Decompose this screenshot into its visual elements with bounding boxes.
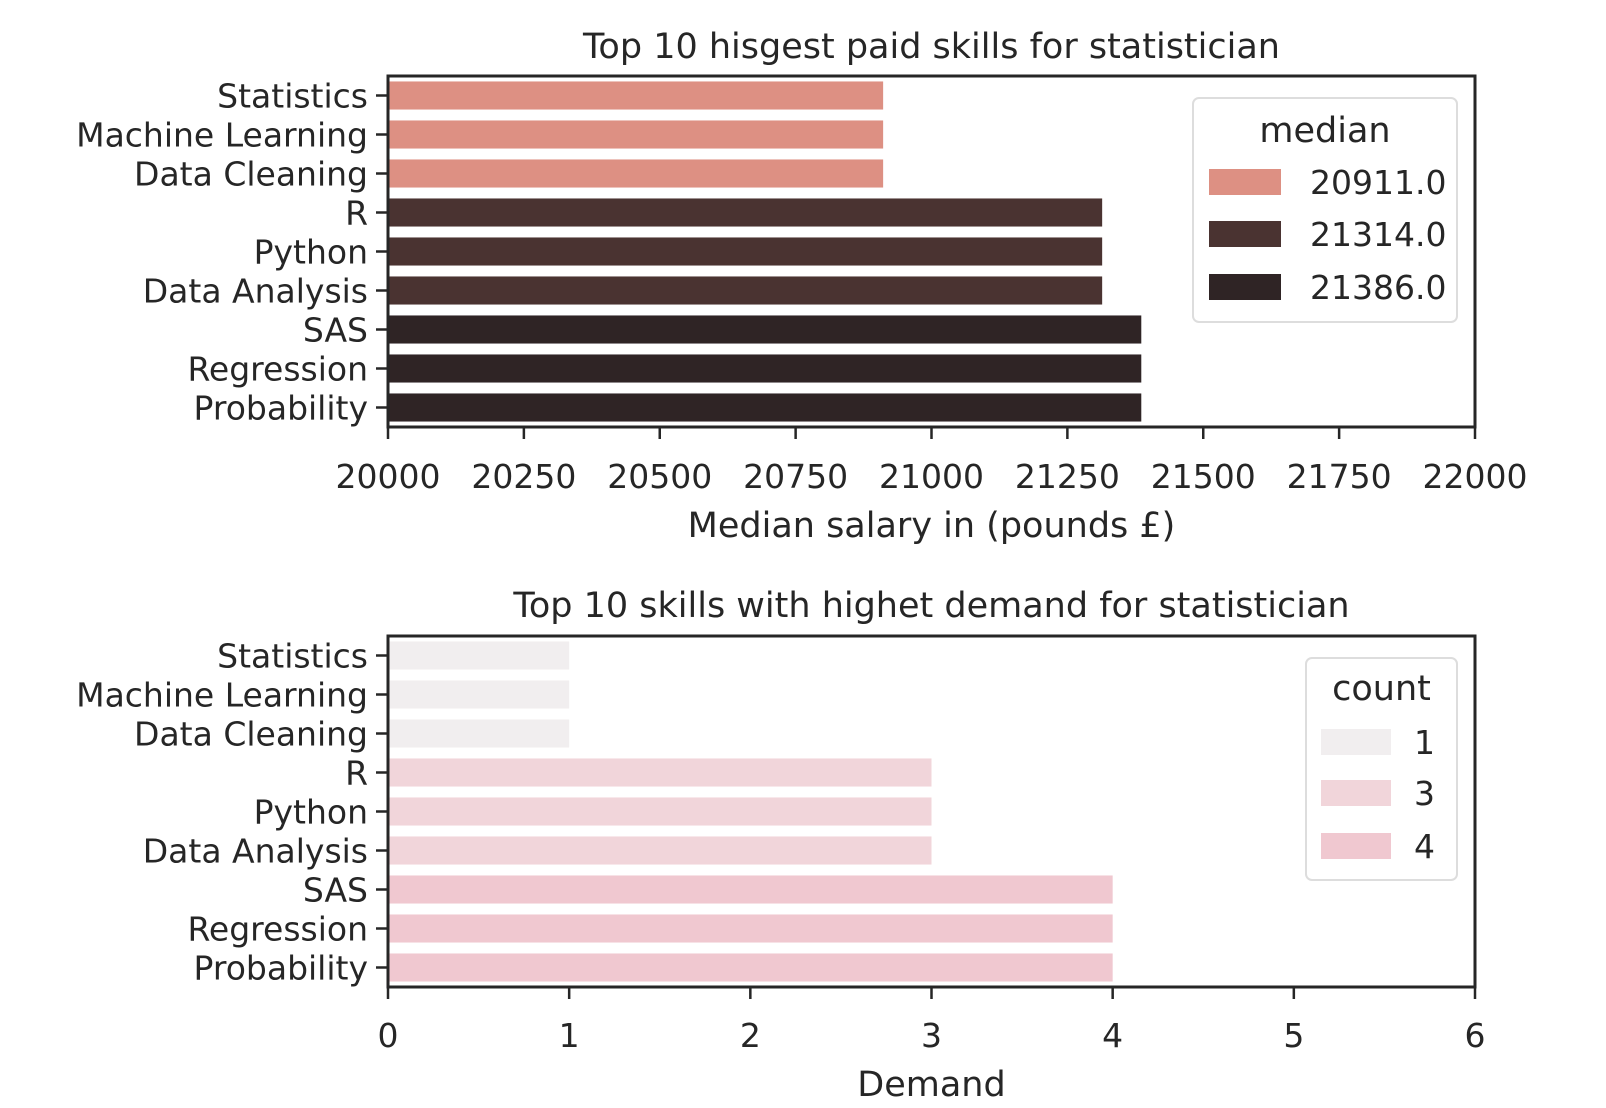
y-tick-label: Machine Learning xyxy=(76,676,368,715)
bar-r xyxy=(389,198,1103,227)
x-tick-label: 20250 xyxy=(471,457,576,496)
legend-entry-label: 3 xyxy=(1414,774,1435,813)
bar-sas xyxy=(389,875,1113,904)
y-tick-label: Probability xyxy=(194,389,368,428)
x-tick-label: 2 xyxy=(740,1016,761,1055)
y-tick-label: Data Analysis xyxy=(143,832,368,871)
legend-swatch xyxy=(1209,221,1281,247)
x-tick-label: 0 xyxy=(378,1016,399,1055)
bar-machine-learning xyxy=(389,120,884,149)
legend-box xyxy=(1305,657,1458,881)
y-tick-label: Regression xyxy=(187,910,368,949)
y-tick-label: Probability xyxy=(194,949,368,988)
x-tick-label: 20750 xyxy=(743,457,848,496)
legend-swatch xyxy=(1209,169,1281,195)
bar-probability xyxy=(389,953,1113,982)
y-tick-label: Data Analysis xyxy=(143,272,368,311)
legend-swatch xyxy=(1321,780,1391,806)
x-tick-label: 22000 xyxy=(1423,457,1528,496)
legend: count 1 3 4 xyxy=(1305,657,1458,881)
y-tick-label: Data Cleaning xyxy=(134,155,368,194)
bar-python xyxy=(389,237,1103,266)
bar-data-cleaning xyxy=(389,159,884,188)
y-tick-label: Data Cleaning xyxy=(134,715,368,754)
x-tick-label: 21000 xyxy=(879,457,984,496)
legend-entry-label: 1 xyxy=(1414,723,1435,762)
bar-data-analysis xyxy=(389,836,932,865)
chart-1: Top 10 hisgest paid skills for statistic… xyxy=(76,27,1527,546)
chart-title: Top 10 skills with highet demand for sta… xyxy=(512,586,1349,626)
y-tick-label: SAS xyxy=(303,311,368,350)
legend-swatch xyxy=(1321,833,1391,859)
legend-swatch xyxy=(1321,729,1391,755)
x-tick-label: 21250 xyxy=(1015,457,1120,496)
x-tick-label: 20000 xyxy=(336,457,441,496)
bar-data-cleaning xyxy=(389,719,570,748)
x-tick-label: 5 xyxy=(1283,1016,1304,1055)
chart-2: Top 10 skills with highet demand for sta… xyxy=(76,586,1485,1105)
legend: median 20911.0 21314.0 21386.0 xyxy=(1192,97,1458,323)
bar-statistics xyxy=(389,81,884,110)
bar-data-analysis xyxy=(389,276,1103,305)
bar-r xyxy=(389,758,932,787)
x-axis-label: Demand xyxy=(857,1065,1005,1105)
bar-statistics xyxy=(389,641,570,670)
y-tick-label: R xyxy=(345,194,368,233)
y-tick-label: R xyxy=(345,754,368,793)
legend-title: median xyxy=(1259,111,1390,151)
y-tick-label: Statistics xyxy=(217,637,368,676)
legend-entry-label: 20911.0 xyxy=(1310,163,1446,202)
x-tick-label: 1 xyxy=(559,1016,580,1055)
x-tick-label: 21750 xyxy=(1287,457,1392,496)
y-tick-label: Python xyxy=(254,233,368,272)
y-tick-label: Regression xyxy=(187,350,368,389)
legend-swatch xyxy=(1209,274,1281,300)
legend-box xyxy=(1192,97,1458,323)
x-tick-label: 6 xyxy=(1465,1016,1486,1055)
y-tick-label: SAS xyxy=(303,871,368,910)
y-tick-label: Statistics xyxy=(217,77,368,116)
bar-sas xyxy=(389,315,1142,344)
legend-entry-label: 4 xyxy=(1414,827,1435,866)
bar-regression xyxy=(389,354,1142,383)
legend-title: count xyxy=(1332,669,1431,709)
x-tick-label: 20500 xyxy=(607,457,712,496)
x-axis-label: Median salary in (pounds £) xyxy=(688,506,1176,546)
x-tick-label: 3 xyxy=(921,1016,942,1055)
x-tick-label: 4 xyxy=(1102,1016,1123,1055)
bar-python xyxy=(389,797,932,826)
bar-regression xyxy=(389,914,1113,943)
legend-entry-label: 21314.0 xyxy=(1310,215,1446,254)
legend-entry-label: 21386.0 xyxy=(1310,268,1446,307)
bar-machine-learning xyxy=(389,680,570,709)
bar-probability xyxy=(389,393,1142,422)
y-tick-label: Python xyxy=(254,793,368,832)
x-tick-label: 21500 xyxy=(1151,457,1256,496)
y-tick-label: Machine Learning xyxy=(76,116,368,155)
chart-title: Top 10 hisgest paid skills for statistic… xyxy=(582,27,1280,67)
